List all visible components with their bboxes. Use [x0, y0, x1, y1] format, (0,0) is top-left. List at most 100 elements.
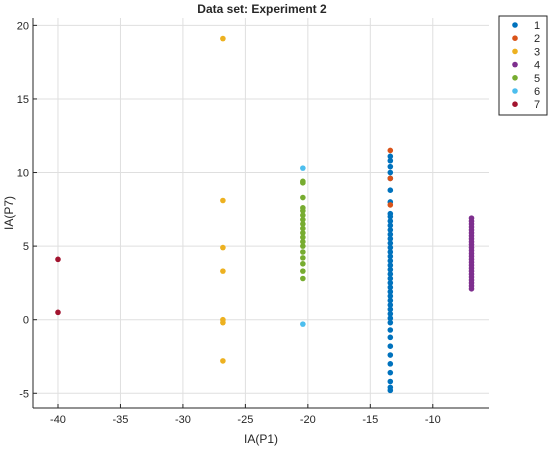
series-1 [387, 153, 394, 394]
data-point [387, 293, 394, 299]
legend-label: 4 [534, 60, 540, 72]
data-point [300, 212, 306, 219]
data-point [387, 311, 394, 317]
data-point [387, 306, 394, 313]
x-axis-label: IA(P1) [244, 432, 278, 446]
data-point [300, 194, 306, 201]
data-point [220, 268, 226, 274]
data-point [300, 165, 306, 171]
x-tick-label: -35 [112, 414, 128, 426]
legend-marker [512, 101, 518, 107]
x-tick-label: -15 [362, 414, 378, 426]
y-tick-label: 5 [23, 241, 29, 253]
x-tick-label: -40 [50, 414, 66, 426]
legend-label: 7 [534, 99, 540, 111]
data-point [387, 163, 394, 170]
plot-area [33, 18, 489, 408]
chart-title: Data set: Experiment 2 [197, 2, 327, 16]
data-point [300, 275, 306, 282]
data-point [300, 216, 306, 223]
legend-marker [512, 22, 518, 28]
data-point [300, 230, 306, 236]
legend-marker [512, 35, 518, 41]
legend-label: 5 [534, 73, 540, 85]
data-point [300, 221, 306, 227]
data-point [300, 234, 306, 241]
data-point [387, 334, 394, 341]
data-point [300, 205, 306, 211]
x-tick-label: -20 [300, 414, 316, 426]
data-point [387, 352, 394, 358]
legend-label: 6 [534, 86, 540, 98]
data-point [387, 157, 394, 164]
data-point [387, 202, 394, 208]
legend-label: 2 [534, 33, 540, 45]
data-points [55, 35, 475, 394]
data-point [468, 215, 475, 221]
data-point [387, 244, 394, 251]
data-point [387, 343, 394, 349]
data-point [220, 197, 226, 204]
legend-marker [512, 48, 518, 55]
data-point [387, 175, 394, 182]
data-point [387, 240, 394, 246]
series-2 [387, 147, 394, 208]
data-point [220, 244, 226, 251]
data-point [387, 249, 394, 255]
series-5 [300, 178, 306, 282]
data-point [387, 147, 394, 154]
legend-marker [512, 75, 518, 81]
data-point [387, 227, 394, 233]
data-point [300, 249, 306, 255]
data-point [387, 231, 394, 238]
data-point [220, 358, 226, 364]
series-7 [55, 256, 61, 316]
x-tick-label: -30 [175, 414, 191, 426]
data-point [387, 302, 394, 308]
data-point [300, 178, 306, 185]
data-point [387, 253, 394, 260]
data-point [300, 243, 306, 249]
data-point [387, 266, 394, 273]
data-point [300, 321, 306, 327]
data-point [387, 319, 394, 326]
data-point [387, 222, 394, 229]
data-point [387, 271, 394, 277]
data-point [387, 258, 394, 264]
data-point [387, 153, 394, 160]
data-point [387, 384, 394, 391]
data-point [300, 260, 306, 267]
axes: -40 -35 -30 -25 -20 -15 -10 -5 0 5 10 15 20 [17, 18, 489, 426]
legend-marker [512, 61, 518, 68]
data-point [300, 268, 306, 274]
data-point [387, 218, 394, 224]
data-point [387, 275, 394, 282]
data-point [55, 309, 61, 316]
legend-label: 3 [534, 46, 540, 58]
data-point [387, 361, 394, 367]
x-tick-label: -25 [237, 414, 253, 426]
legend-marker [512, 88, 518, 94]
data-point [300, 225, 306, 232]
data-point [387, 369, 394, 376]
legend-box [498, 15, 548, 116]
grid [33, 18, 489, 408]
series-4 [468, 215, 475, 292]
data-point [55, 256, 61, 263]
data-point [387, 315, 394, 322]
y-tick-label: -5 [19, 388, 29, 400]
data-point [387, 288, 394, 295]
data-point [387, 284, 394, 291]
y-axis-label: IA(P7) [2, 196, 16, 230]
data-point [220, 319, 226, 326]
y-tick-label: 15 [17, 94, 29, 106]
y-tick-label: 10 [17, 168, 29, 180]
y-tick-label: 0 [23, 315, 29, 327]
series-6 [300, 165, 306, 327]
data-point [387, 297, 394, 304]
legend-label: 1 [534, 20, 540, 32]
data-point [387, 187, 394, 193]
data-point [300, 255, 306, 261]
